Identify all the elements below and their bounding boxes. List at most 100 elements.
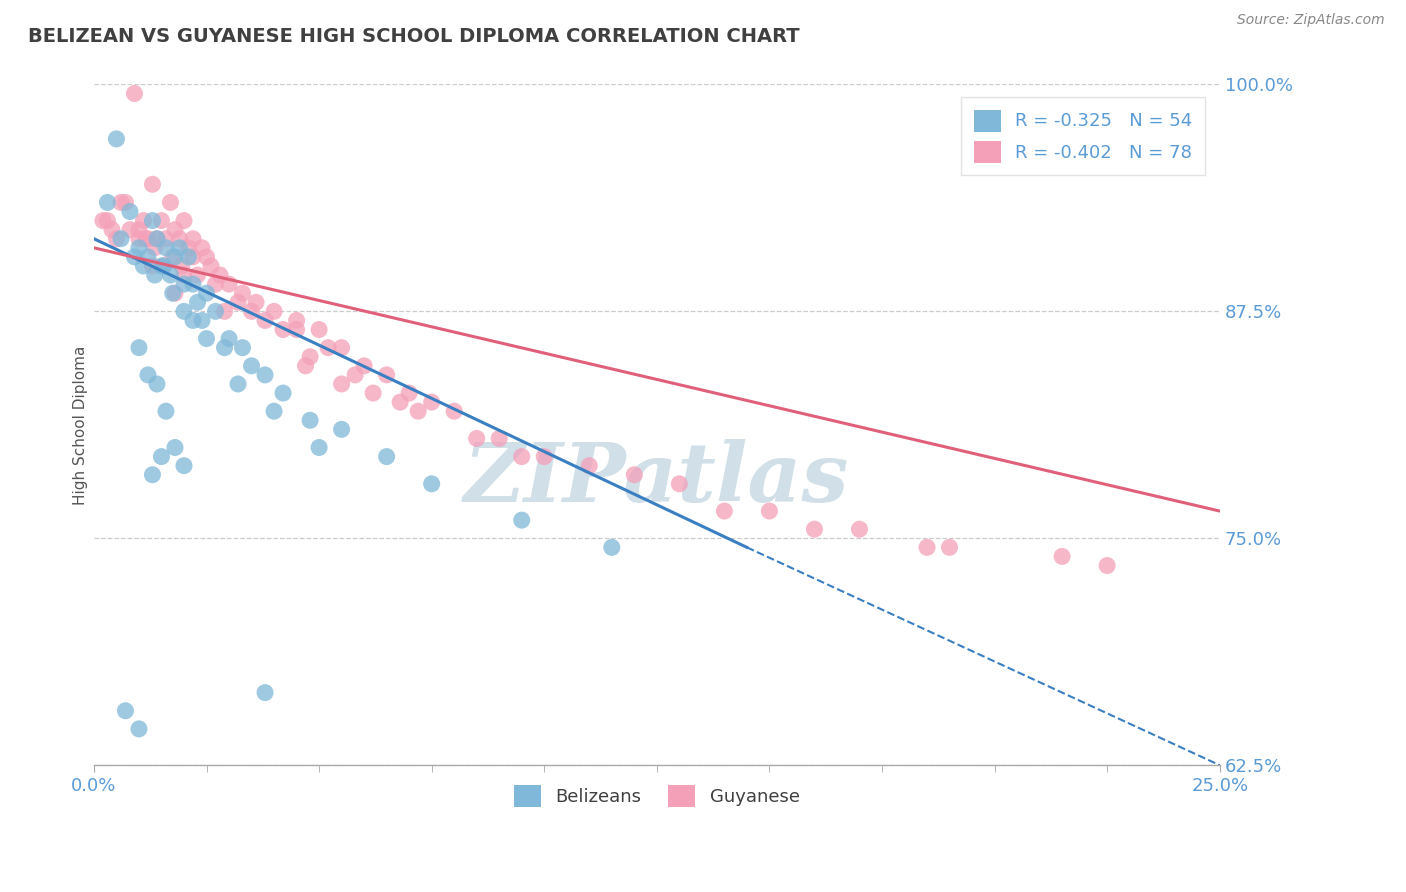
Point	[141, 259, 163, 273]
Point	[170, 259, 193, 273]
Point	[204, 277, 226, 292]
Point	[533, 450, 555, 464]
Point	[600, 541, 623, 555]
Point	[101, 222, 124, 236]
Point	[1095, 558, 1118, 573]
Point	[231, 286, 253, 301]
Point	[578, 458, 600, 473]
Point	[218, 277, 240, 292]
Point	[128, 222, 150, 236]
Point	[758, 504, 780, 518]
Point	[181, 277, 204, 292]
Point	[510, 513, 533, 527]
Point	[191, 241, 214, 255]
Point	[128, 341, 150, 355]
Point	[162, 250, 184, 264]
Point	[285, 322, 308, 336]
Point	[420, 395, 443, 409]
Point	[938, 541, 960, 555]
Point	[263, 404, 285, 418]
Point	[510, 450, 533, 464]
Point	[308, 322, 330, 336]
Point	[195, 332, 218, 346]
Point	[218, 332, 240, 346]
Point	[136, 250, 159, 264]
Point	[105, 232, 128, 246]
Point	[181, 313, 204, 327]
Point	[162, 286, 184, 301]
Point	[150, 259, 173, 273]
Point	[146, 376, 169, 391]
Point	[163, 250, 186, 264]
Point	[294, 359, 316, 373]
Point	[136, 232, 159, 246]
Point	[254, 313, 277, 327]
Point	[173, 458, 195, 473]
Point	[361, 386, 384, 401]
Point	[114, 195, 136, 210]
Point	[245, 295, 267, 310]
Point	[146, 232, 169, 246]
Point	[105, 132, 128, 146]
Point	[488, 432, 510, 446]
Point	[240, 359, 263, 373]
Point	[271, 386, 294, 401]
Legend: Belizeans, Guyanese: Belizeans, Guyanese	[506, 778, 807, 814]
Point	[132, 213, 155, 227]
Point	[330, 341, 353, 355]
Point	[159, 195, 181, 210]
Point	[195, 286, 218, 301]
Point	[186, 268, 208, 282]
Point	[285, 313, 308, 327]
Point	[128, 232, 150, 246]
Point	[155, 404, 177, 418]
Text: BELIZEAN VS GUYANESE HIGH SCHOOL DIPLOMA CORRELATION CHART: BELIZEAN VS GUYANESE HIGH SCHOOL DIPLOMA…	[28, 27, 800, 45]
Text: Source: ZipAtlas.com: Source: ZipAtlas.com	[1237, 13, 1385, 28]
Point	[465, 432, 488, 446]
Point	[200, 259, 222, 273]
Point	[915, 541, 938, 555]
Point	[150, 450, 173, 464]
Point	[114, 704, 136, 718]
Point	[299, 350, 322, 364]
Point	[146, 232, 169, 246]
Point	[132, 259, 155, 273]
Point	[143, 268, 166, 282]
Point	[803, 522, 825, 536]
Point	[128, 722, 150, 736]
Point	[195, 250, 218, 264]
Point	[135, 232, 157, 246]
Point	[96, 213, 118, 227]
Point	[214, 304, 236, 318]
Point	[226, 295, 249, 310]
Point	[214, 341, 236, 355]
Point	[254, 368, 277, 382]
Point	[169, 241, 191, 255]
Point	[1050, 549, 1073, 564]
Point	[344, 368, 367, 382]
Point	[623, 467, 645, 482]
Y-axis label: High School Diploma: High School Diploma	[73, 345, 87, 505]
Point	[389, 395, 412, 409]
Point	[713, 504, 735, 518]
Point	[173, 277, 195, 292]
Point	[330, 376, 353, 391]
Point	[152, 259, 174, 273]
Point	[110, 195, 132, 210]
Point	[96, 195, 118, 210]
Text: ZIPatlas: ZIPatlas	[464, 439, 849, 519]
Point	[155, 241, 177, 255]
Point	[308, 441, 330, 455]
Point	[155, 232, 177, 246]
Point	[177, 250, 200, 264]
Point	[254, 685, 277, 699]
Point	[191, 313, 214, 327]
Point	[163, 441, 186, 455]
Point	[124, 87, 146, 101]
Point	[173, 268, 195, 282]
Point	[181, 232, 204, 246]
Point	[141, 213, 163, 227]
Point	[128, 241, 150, 255]
Point	[240, 304, 263, 318]
Point	[124, 250, 146, 264]
